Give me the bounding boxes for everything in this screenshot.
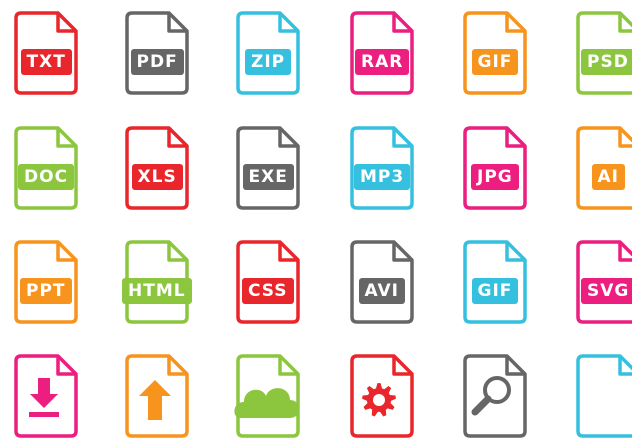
file-icon-gif: GIF	[455, 5, 567, 105]
file-icon-magnifier	[455, 348, 567, 448]
file-icon-gif: GIF	[455, 234, 567, 334]
upload-arrow-icon	[139, 380, 171, 420]
gear-icon	[362, 383, 396, 417]
document-outline-icon	[463, 354, 527, 438]
file-type-label: TXT	[20, 49, 72, 75]
file-icon-rar: RAR	[342, 5, 454, 105]
document-outline-icon	[350, 354, 414, 438]
file-type-label: CSS	[242, 278, 294, 304]
file-icon-mp3: MP3	[342, 120, 454, 220]
file-icon-html: HTML	[117, 234, 229, 334]
document-outline-icon	[576, 354, 632, 438]
file-icon-ai: AI	[568, 120, 632, 220]
file-type-label: XLS	[131, 164, 183, 190]
file-type-label: RAR	[355, 49, 410, 75]
file-icon-blank	[568, 348, 632, 448]
file-icon-zip: ZIP	[228, 5, 340, 105]
file-type-label: SVG	[581, 278, 632, 304]
document-outline-icon	[14, 354, 78, 438]
file-icon-upload-arrow	[117, 348, 229, 448]
document-outline-icon	[234, 354, 300, 438]
file-type-label: PSD	[581, 49, 632, 75]
download-arrow-icon	[29, 378, 59, 417]
file-icon-exe: EXE	[228, 120, 340, 220]
file-type-label: AVI	[358, 278, 405, 304]
file-icon-psd: PSD	[568, 5, 632, 105]
file-type-label: JPG	[471, 164, 519, 190]
magnifier-icon	[471, 376, 511, 416]
file-icon-txt: TXT	[6, 5, 118, 105]
file-type-label: PDF	[130, 49, 184, 75]
file-icon-doc: DOC	[6, 120, 118, 220]
file-icon-gear	[342, 348, 454, 448]
file-icon-cloud	[228, 348, 340, 448]
cloud-icon	[234, 388, 299, 418]
file-type-label: DOC	[18, 164, 75, 190]
file-type-label: GIF	[471, 49, 519, 75]
file-icon-ppt: PPT	[6, 234, 118, 334]
file-type-label: EXE	[242, 164, 294, 190]
file-type-label: MP3	[354, 164, 411, 190]
file-icon-svg: SVG	[568, 234, 632, 334]
file-icon-jpg: JPG	[455, 120, 567, 220]
file-type-label: AI	[591, 164, 625, 190]
file-icon-download-arrow	[6, 348, 118, 448]
file-type-label: ZIP	[245, 49, 292, 75]
file-icon-avi: AVI	[342, 234, 454, 334]
file-type-label: PPT	[20, 278, 72, 304]
file-icon-css: CSS	[228, 234, 340, 334]
file-icon-pdf: PDF	[117, 5, 229, 105]
file-icon-xls: XLS	[117, 120, 229, 220]
file-type-label: HTML	[122, 278, 192, 304]
document-outline-icon	[125, 354, 189, 438]
file-type-label: GIF	[471, 278, 519, 304]
